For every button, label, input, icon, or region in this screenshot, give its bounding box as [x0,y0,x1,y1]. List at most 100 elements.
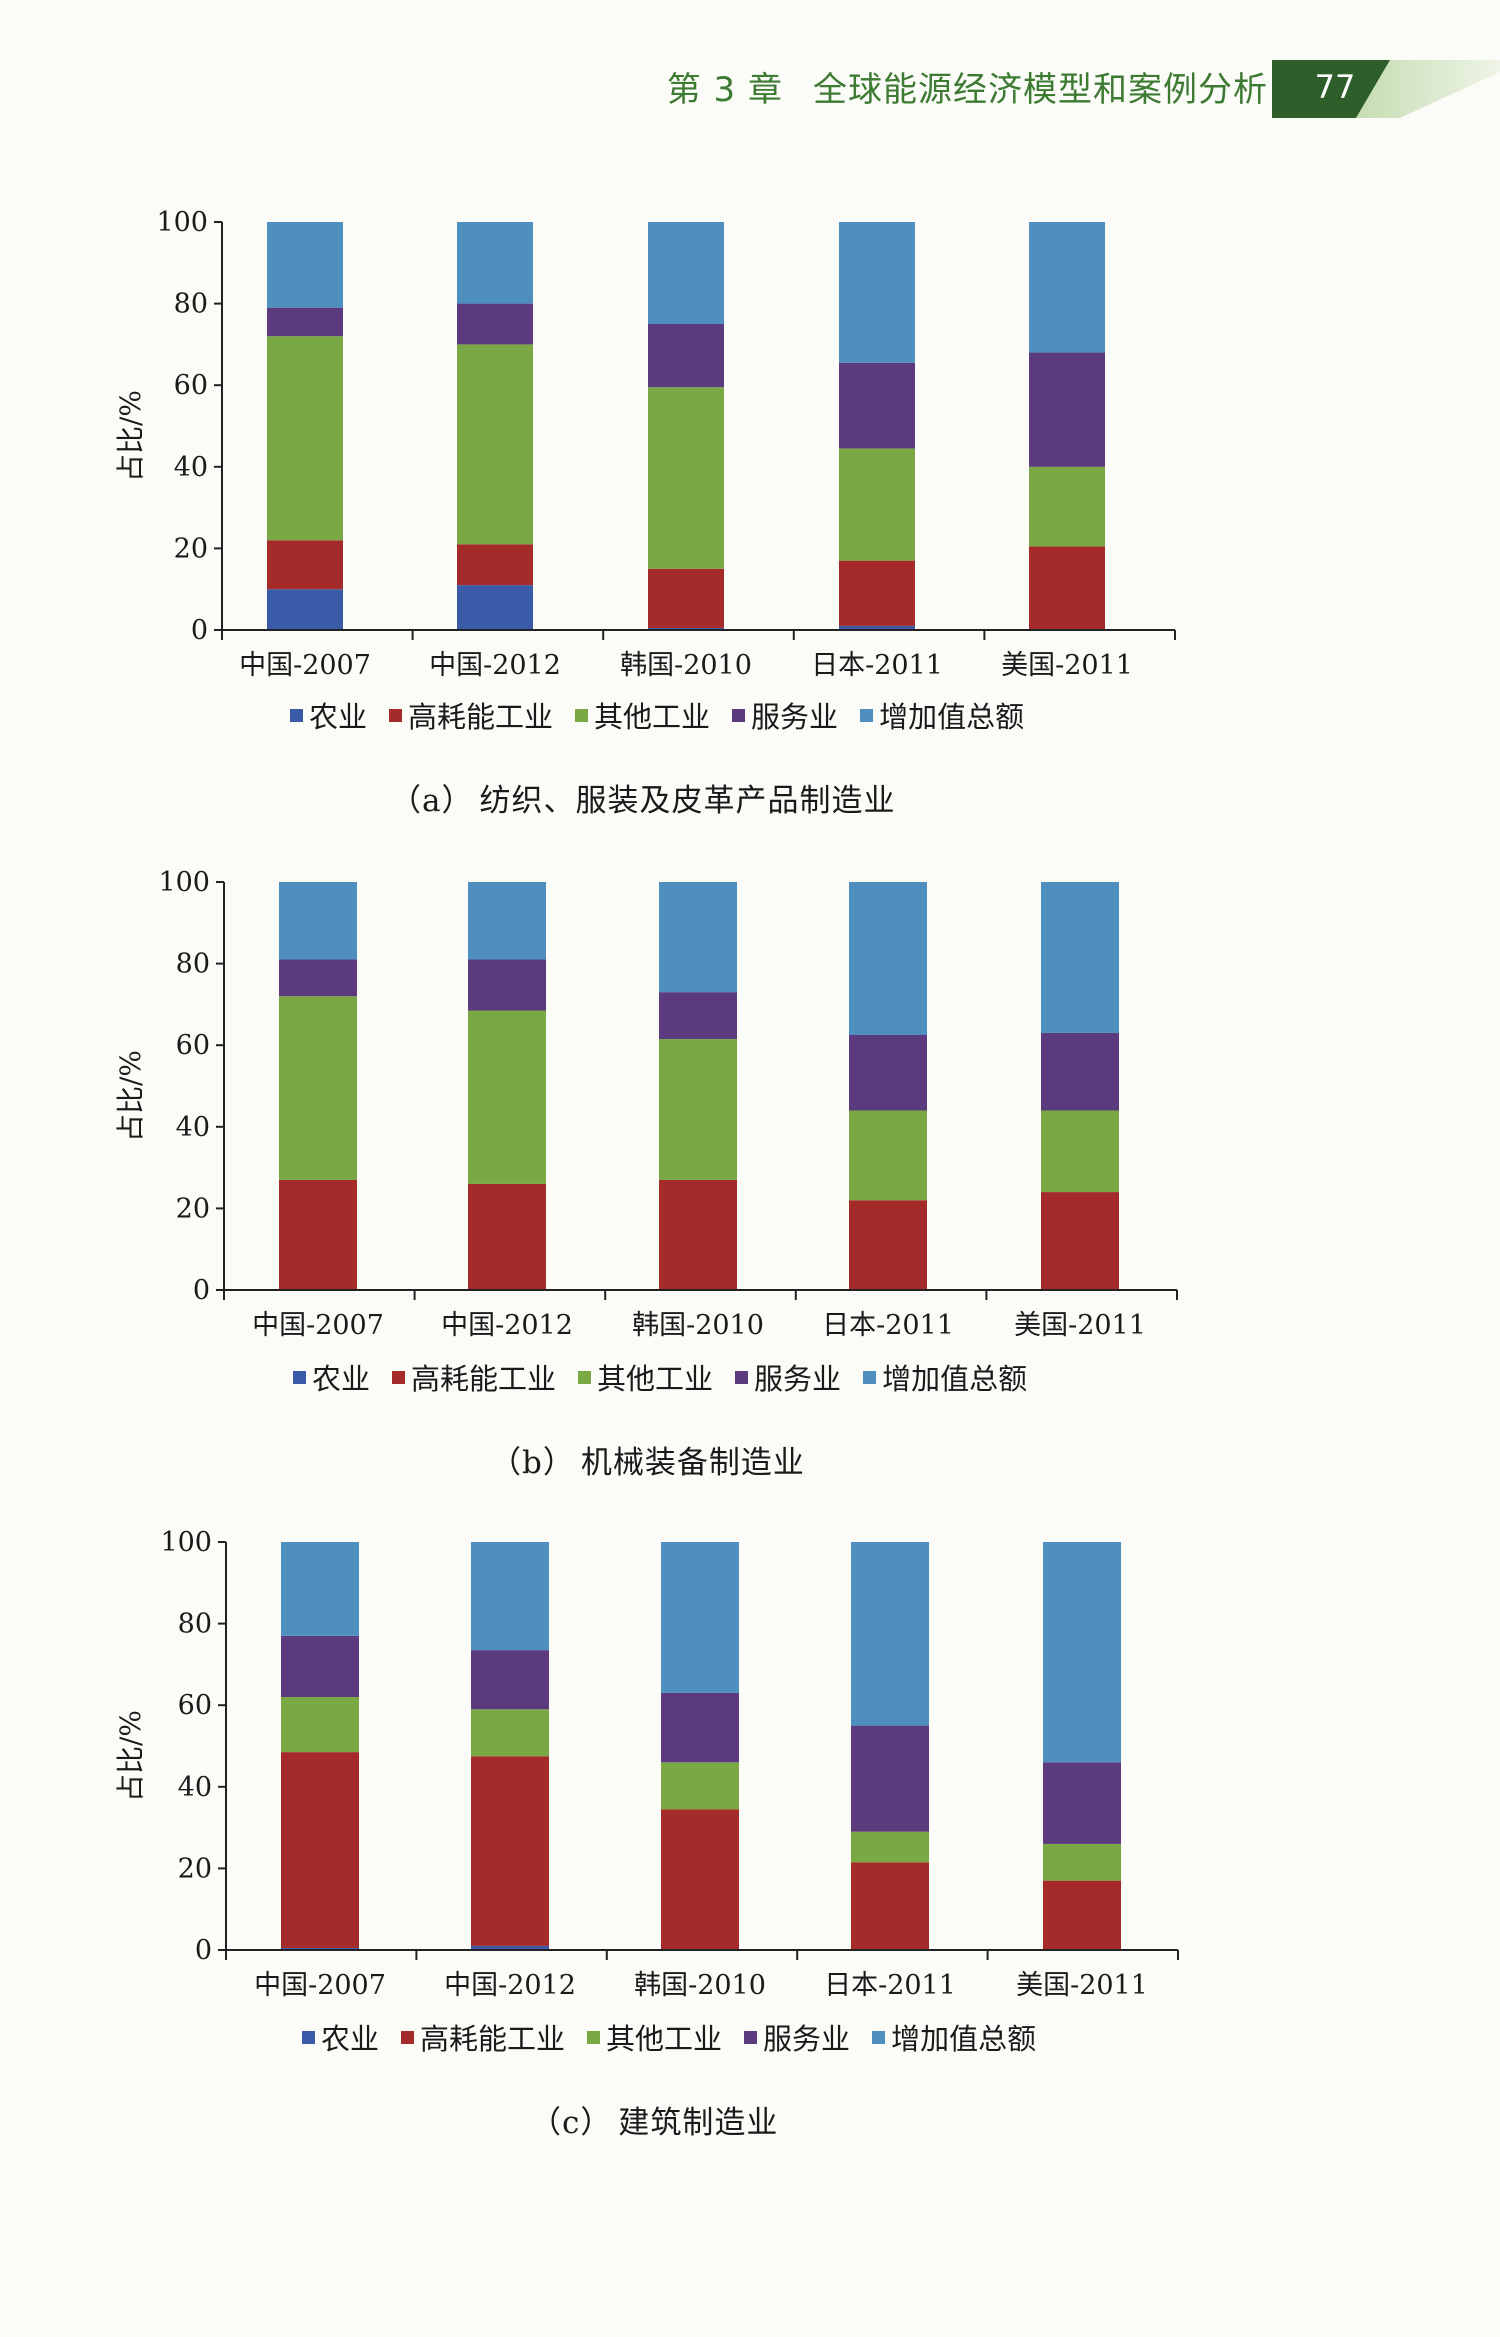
bar-segment-other-industry [267,336,343,541]
bar-segment-value-added-total [659,882,737,993]
bar-segment-value-added-total [281,1542,359,1636]
legend-label: 农业 [312,1362,371,1396]
bar-segment-other-industry [1043,1843,1121,1881]
y-tick-label: 100 [160,1527,212,1558]
bar-segment-services [661,1692,739,1763]
bar-segment-other-industry [279,996,357,1180]
bar-segment-high-energy-industry [851,1862,929,1950]
x-tick-label: 韩国-2010 [620,650,752,681]
bar-segment-other-industry [849,1110,927,1201]
y-tick-label: 40 [174,452,208,483]
legend-swatch [860,708,874,722]
x-tick-label: 中国-2007 [252,1310,384,1341]
bar-segment-value-added-total [851,1542,929,1726]
bar-segment-value-added-total [849,882,927,1035]
y-tick-label: 80 [174,289,208,320]
bar-segment-other-industry [457,344,533,545]
bar-segment-agriculture [839,625,915,630]
y-tick-label: 60 [176,1030,210,1061]
chapter-heading: 第 3 章全球能源经济模型和案例分析 [667,62,1268,111]
page-tab-block [1272,60,1390,118]
legend-item-other-industry: 其他工业 [575,694,710,736]
legend-swatch [587,2030,601,2044]
legend-swatch [872,2030,886,2044]
legend-label: 农业 [309,700,368,734]
bar-segment-high-energy-industry [661,1809,739,1950]
x-tick-label: 韩国-2010 [634,1970,766,2001]
bar-segment-high-energy-industry [457,544,533,586]
legend-label: 服务业 [754,1362,842,1396]
bar-segment-value-added-total [1029,222,1105,353]
chapter-title: 全球能源经济模型和案例分析 [813,70,1268,110]
caption-b: （b） 机械装备制造业 [490,1437,805,1482]
x-tick-label: 日本-2011 [822,1310,954,1341]
x-tick-label: 韩国-2010 [632,1310,764,1341]
stacked-bar-chart-c: 中国-2007 中国-2012 韩国-2010 日本-2011 美国-2011 0 20 40… [114,1527,1179,2001]
page-header: 第 3 章全球能源经济模型和案例分析 77 [0,0,1500,130]
bar-segment-services [267,307,343,337]
caption-c: （c） 建筑制造业 [530,2097,778,2142]
bar-segment-agriculture [267,589,343,630]
bar-segment-services [279,959,357,997]
bar-segment-high-energy-industry [849,1200,927,1290]
bar-segment-value-added-total [1043,1542,1121,1763]
bar-segment-services [849,1035,927,1111]
y-tick-label: 0 [191,615,208,646]
legend-item-services: 服务业 [732,694,838,736]
chapter-label: 第 3 章 [666,70,783,110]
legend-label: 高耗能工业 [411,1362,557,1396]
y-tick-label: 100 [158,867,210,898]
x-tick-label: 中国-2007 [254,1970,386,2001]
legend-label: 其他工业 [594,700,711,734]
bar-segment-high-energy-industry [1029,546,1105,630]
legend-swatch [389,708,403,722]
bar-segment-services [1029,352,1105,467]
y-tick-label: 60 [178,1690,212,1721]
legend-swatch [744,2030,758,2044]
y-tick-label: 80 [176,949,210,980]
legend-swatch [578,1370,592,1384]
bar-segment-agriculture [457,585,533,630]
legend-item-value-added-total: 增加值总额 [872,2016,1036,2058]
caption-a-label: （a） [390,783,474,819]
bar-segment-agriculture [648,627,724,630]
y-tick-label: 0 [193,1275,210,1306]
legend-swatch [293,1370,306,1384]
legend-c: 农业 高耗能工业 其他工业 服务业 增加值总额 [302,2017,1058,2057]
bar-segment-other-industry [1029,466,1105,547]
legend-label: 增加值总额 [891,2022,1037,2056]
legend-label: 农业 [321,2022,380,2056]
legend-swatch [290,708,303,722]
bar-segment-other-industry [1041,1110,1119,1193]
bar-segment-value-added-total [471,1542,549,1651]
bar-segment-value-added-total [839,222,915,363]
bar-segment-services [1041,1032,1119,1111]
legend-item-services: 服务业 [735,1356,841,1398]
bar-segment-value-added-total [1041,882,1119,1033]
legend-a: 农业 高耗能工业 其他工业 服务业 增加值总额 [290,695,1046,735]
x-tick-label: 日本-2011 [824,1970,956,2001]
figure-c: 中国-2007 中国-2012 韩国-2010 日本-2011 美国-2011 0 20 40… [0,1512,1500,2152]
caption-a-text: 纺织、服装及皮革产品制造业 [479,783,896,819]
bar-segment-value-added-total [279,882,357,960]
legend-item-high-energy-industry: 高耗能工业 [389,694,553,736]
bar-segment-other-industry [659,1039,737,1180]
bar-segment-high-energy-industry [1043,1880,1121,1950]
figure-a: 中国-2007 中国-2012 韩国-2010 日本-2011 美国-2011 0 20 40… [0,190,1500,830]
x-tick-label: 美国-2011 [1016,1970,1148,2001]
legend-item-agriculture: 农业 [302,2016,379,2058]
page-number-tab [1272,60,1500,118]
y-tick-label: 20 [178,1853,212,1884]
bar-segment-agriculture [471,1945,549,1950]
y-axis-label: 占比/% [114,390,147,482]
bar-segment-high-energy-industry [468,1183,546,1290]
legend-item-high-energy-industry: 高耗能工业 [392,1356,556,1398]
bar-segment-value-added-total [468,882,546,960]
bar-segment-value-added-total [267,222,343,308]
legend-item-agriculture: 农业 [293,1356,370,1398]
caption-c-text: 建筑制造业 [618,2105,779,2141]
bar-segment-other-industry [648,387,724,569]
legend-item-services: 服务业 [744,2016,850,2058]
caption-b-text: 机械装备制造业 [580,1445,805,1481]
y-tick-label: 40 [176,1112,210,1143]
